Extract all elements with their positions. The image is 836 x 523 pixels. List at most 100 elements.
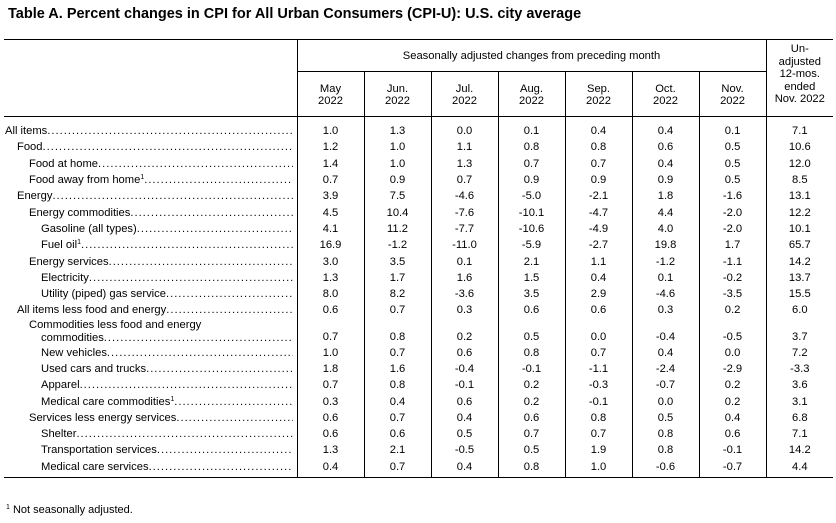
month-header: May 2022 bbox=[296, 71, 365, 117]
row-label: All items less food and energy bbox=[4, 302, 297, 318]
value-cell: -2.0 bbox=[698, 204, 767, 221]
value-cell: -7.7 bbox=[430, 220, 498, 238]
row-label-string: All items bbox=[5, 125, 48, 138]
unadjusted-value: -3.3 bbox=[765, 360, 834, 378]
row-label-string: Energy bbox=[17, 190, 53, 203]
leader-dots bbox=[52, 188, 293, 204]
row-label-line: commodities bbox=[29, 332, 293, 345]
row-label-text: Energy bbox=[17, 188, 52, 204]
value-cell: 0.2 bbox=[497, 393, 565, 410]
value-cell: 0.2 bbox=[497, 377, 565, 394]
value-cell: -0.5 bbox=[698, 318, 767, 345]
unadjusted-line: adjusted bbox=[778, 55, 821, 68]
value-cell: 0.7 bbox=[497, 426, 565, 443]
value-cell: 0.8 bbox=[564, 139, 632, 156]
value-cell: 0.7 bbox=[497, 155, 565, 172]
table-row: Electricity 1.31.71.61.50.40.1-0.213.7 bbox=[4, 269, 834, 286]
unadjusted-value: 7.2 bbox=[765, 344, 834, 361]
value-cell: 0.6 bbox=[631, 139, 699, 156]
row-label-text: Electricity bbox=[41, 270, 89, 286]
table-row: Food away from home10.70.90.70.90.90.90.… bbox=[4, 171, 834, 189]
value-cell: -0.1 bbox=[430, 377, 498, 394]
value-cell: 0.5 bbox=[631, 409, 699, 427]
unadjusted-value: 15.5 bbox=[765, 285, 834, 303]
table-header: Seasonally adjusted changes from precedi… bbox=[4, 39, 834, 117]
table-row: Food at home1.41.01.30.70.70.40.512.0 bbox=[4, 155, 834, 172]
row-label-text: Used cars and trucks bbox=[41, 361, 146, 377]
value-cell: 0.7 bbox=[296, 318, 364, 345]
value-cell: -4.6 bbox=[430, 188, 498, 205]
value-cell: 0.2 bbox=[698, 302, 767, 319]
row-label: Gasoline (all types) bbox=[4, 221, 297, 237]
unadjusted-value: 3.7 bbox=[765, 318, 834, 345]
value-cell: 16.9 bbox=[296, 237, 364, 254]
month-name: Jun. bbox=[386, 83, 409, 95]
footnote-text: Not seasonally adjusted. bbox=[12, 504, 133, 516]
row-label-string: Energy services bbox=[29, 255, 109, 268]
value-cell: -0.1 bbox=[497, 360, 565, 378]
value-cell: 1.6 bbox=[430, 269, 498, 286]
unadjusted-value: 13.1 bbox=[765, 188, 834, 205]
month-name: May bbox=[319, 83, 342, 95]
row-label: Fuel oil1 bbox=[4, 237, 297, 253]
value-cell: -2.9 bbox=[698, 360, 767, 378]
leader-dots bbox=[174, 394, 293, 410]
value-cell: -1.1 bbox=[698, 253, 767, 270]
row-label-text: Services less energy services bbox=[29, 410, 176, 426]
row-label: Shelter bbox=[4, 426, 297, 442]
month-name: Aug. bbox=[519, 83, 543, 95]
row-label-text: Commodities less food and energy bbox=[29, 319, 201, 331]
value-cell: 0.3 bbox=[430, 302, 498, 319]
value-cell: 1.8 bbox=[296, 360, 364, 378]
table-row: Transportation services 1.32.1-0.50.51.90… bbox=[4, 442, 834, 459]
value-cell: 0.5 bbox=[698, 171, 767, 189]
value-cell: 10.4 bbox=[363, 204, 431, 221]
row-label-string: Food bbox=[17, 141, 43, 154]
value-cell: -2.7 bbox=[564, 237, 632, 254]
row-label: Transportation services bbox=[4, 442, 297, 458]
unadjusted-header: Un- adjusted 12-mos. ended Nov. 2022 bbox=[765, 39, 834, 117]
leader-dots bbox=[43, 139, 294, 155]
leader-dots bbox=[176, 410, 293, 426]
row-label-text: Gasoline (all types) bbox=[41, 221, 137, 237]
table-row: Apparel0.70.8-0.10.2-0.3-0.70.23.6 bbox=[4, 377, 834, 394]
row-label: Food at home bbox=[4, 156, 297, 172]
value-cell: 0.6 bbox=[497, 302, 565, 319]
month-year: 2022 bbox=[318, 95, 343, 107]
value-cell: -10.1 bbox=[497, 204, 565, 221]
value-cell: 1.0 bbox=[296, 116, 364, 140]
month-header: Jun. 2022 bbox=[363, 71, 432, 117]
leader-dots bbox=[146, 361, 293, 377]
leader-dots bbox=[80, 377, 293, 393]
row-label: Energy bbox=[4, 188, 297, 204]
unadjusted-value: 8.5 bbox=[765, 171, 834, 189]
row-label-text: Food away from home1 bbox=[29, 172, 144, 188]
unadjusted-value: 6.8 bbox=[765, 409, 834, 427]
table-body: All items1.01.30.00.10.40.40.17.1Food1.2… bbox=[4, 116, 834, 478]
leader-dots bbox=[144, 172, 293, 188]
unadjusted-line: Nov. 2022 bbox=[774, 93, 825, 105]
footnote-ref: 1 bbox=[170, 395, 175, 403]
value-cell: 0.4 bbox=[698, 409, 767, 427]
table-row: Food1.21.01.10.80.80.60.510.6 bbox=[4, 139, 834, 156]
value-cell: 1.3 bbox=[296, 442, 364, 459]
row-label-text: Shelter bbox=[41, 426, 76, 442]
table-row: Medical care commodities10.30.40.60.2-0.… bbox=[4, 393, 834, 410]
row-label-text: New vehicles bbox=[41, 345, 107, 361]
value-cell: -0.1 bbox=[698, 442, 767, 459]
table-row: Gasoline (all types) 4.111.2-7.7-10.6-4.9… bbox=[4, 220, 834, 238]
value-cell: -2.4 bbox=[631, 360, 699, 378]
row-label: Food away from home1 bbox=[4, 172, 297, 188]
month-header: Nov. 2022 bbox=[698, 71, 767, 117]
value-cell: 0.5 bbox=[698, 139, 767, 156]
value-cell: 0.9 bbox=[497, 171, 565, 189]
row-label: Energy services bbox=[4, 253, 297, 269]
leader-dots bbox=[157, 442, 293, 458]
row-label-text: All items bbox=[5, 123, 47, 139]
value-cell: -0.5 bbox=[430, 442, 498, 459]
row-label-text: Energy services bbox=[29, 254, 109, 270]
value-cell: 1.3 bbox=[430, 155, 498, 172]
leader-dots bbox=[104, 332, 293, 345]
footnote: 1 Not seasonally adjusted. bbox=[6, 504, 133, 516]
unadjusted-value: 14.2 bbox=[765, 442, 834, 459]
